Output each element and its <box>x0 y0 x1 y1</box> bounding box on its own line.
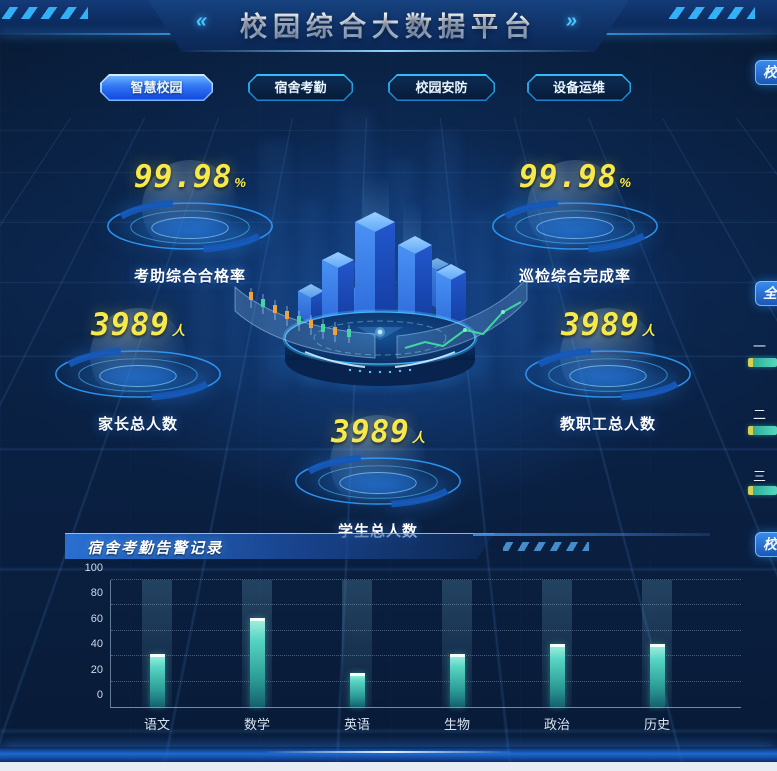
stat-value: 3989 <box>561 307 640 343</box>
stripe-decoration <box>503 542 589 551</box>
header-title-plate <box>148 0 629 52</box>
bottom-glow-bar <box>0 747 777 762</box>
stat-label: 考助综合合格率 <box>133 268 246 285</box>
chart-bar[interactable] <box>550 643 565 707</box>
rail-panel-tab-top[interactable]: 校 <box>755 60 777 85</box>
y-axis-tick: 60 <box>90 612 103 625</box>
bottom-edge-strip <box>0 762 777 771</box>
gridline <box>111 604 741 606</box>
panel-titlebar: 宿舍考勤告警记录 <box>65 533 710 559</box>
y-axis-tick: 20 <box>90 663 103 676</box>
stat-unit: % <box>619 175 631 190</box>
stat-unit: 人 <box>411 430 425 445</box>
chart-bar[interactable] <box>150 653 165 707</box>
page-title: 校园综合大数据平台 <box>0 5 777 44</box>
rank-numeral: 一 <box>753 339 767 354</box>
panel-title: 宿舍考勤告警记录 <box>87 540 224 557</box>
x-axis-label: 英语 <box>343 717 370 732</box>
chart-bar[interactable] <box>650 643 665 707</box>
platform-disc <box>522 345 694 407</box>
stat-unit: 人 <box>171 323 185 338</box>
rail-panel-tab-middle[interactable]: 全 <box>755 281 777 306</box>
stat-total-staff: 3989 人 教职工总人数 <box>503 308 713 434</box>
tab-label: 校园安防 <box>390 76 494 100</box>
tab-campus-security[interactable]: 校园安防 <box>388 74 495 101</box>
stat-unit: % <box>234 175 246 190</box>
x-axis-label: 历史 <box>643 717 670 732</box>
chevrons-left-icon: « <box>196 10 207 33</box>
platform-disc <box>292 452 464 514</box>
tab-equipment-ops[interactable]: 设备运维 <box>527 74 631 101</box>
stat-label: 巡检综合完成率 <box>518 268 631 285</box>
titlebar-background <box>65 533 495 559</box>
titlebar-line <box>473 533 710 536</box>
panel-dorm-alarm-records: 宿舍考勤告警记录 0 20 40 60 80 100 语文 数学 英语 生物 政治 历史 <box>65 533 741 745</box>
rank-numeral: 二 <box>753 407 767 422</box>
chart-plot: 0 20 40 60 80 100 语文 数学 英语 生物 政治 历史 <box>85 562 741 732</box>
stat-attendance-pass-rate: 99.98% 考助综合合格率 <box>85 160 295 286</box>
stripe-decoration-right <box>669 7 755 19</box>
gridline <box>111 680 741 682</box>
platform-disc <box>52 345 224 407</box>
gridline <box>111 629 741 631</box>
x-axis-label: 数学 <box>243 717 270 732</box>
chart-bar[interactable] <box>350 672 365 707</box>
rank-bar <box>748 358 777 367</box>
stat-value: 3989 <box>91 307 170 343</box>
stat-label: 家长总人数 <box>97 416 178 433</box>
stat-unit: 人 <box>641 323 655 338</box>
rank-numeral: 三 <box>753 469 767 484</box>
tab-label: 智慧校园 <box>102 76 212 100</box>
x-axis-label: 语文 <box>143 717 170 732</box>
tab-label: 设备运维 <box>529 76 630 100</box>
gridline <box>111 579 741 580</box>
stat-value: 99.98 <box>134 159 233 195</box>
tab-dorm-attendance[interactable]: 宿舍考勤 <box>248 74 353 101</box>
stat-total-students: 3989 人 学生总人数 <box>273 415 483 541</box>
stat-label: 教职工总人数 <box>559 416 656 433</box>
stat-total-parents: 3989 人 家长总人数 <box>33 308 243 434</box>
y-axis-tick: 80 <box>90 587 103 600</box>
rank-bar <box>748 426 777 435</box>
x-axis-label: 政治 <box>543 717 570 732</box>
chart-bar[interactable] <box>450 653 465 707</box>
chevrons-right-icon: » <box>566 10 577 33</box>
rank-bar <box>748 486 777 495</box>
y-axis-tick: 100 <box>84 562 103 574</box>
tab-label: 宿舍考勤 <box>250 76 352 100</box>
stat-value: 3989 <box>331 414 410 450</box>
rail-panel-tab-bottom[interactable]: 校 <box>755 532 777 557</box>
gridline <box>111 655 741 657</box>
y-axis-tick: 0 <box>96 689 103 701</box>
stat-inspection-completion-rate: 99.98% 巡检综合完成率 <box>470 160 680 286</box>
tab-smart-campus[interactable]: 智慧校园 <box>100 74 213 101</box>
stripe-decoration-left <box>2 7 88 19</box>
stat-value: 99.98 <box>519 159 618 195</box>
x-axis-label: 生物 <box>443 717 470 732</box>
y-axis-tick: 40 <box>90 638 103 651</box>
hologram-3d-bars <box>234 174 528 396</box>
chart-bar[interactable] <box>250 618 265 707</box>
